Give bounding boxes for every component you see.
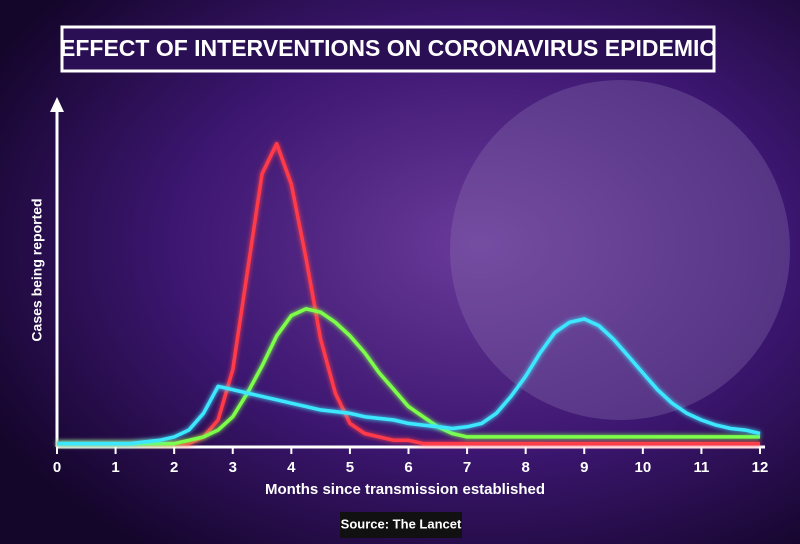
x-tick-label: 2 [170,459,178,476]
x-tick-label: 5 [346,459,354,476]
plot-area [57,141,761,446]
x-tick-label: 11 [693,459,709,476]
title-box [60,25,716,73]
line-series [57,307,760,446]
x-tick-label: 9 [580,459,588,476]
x-tick-label: 12 [752,459,769,476]
x-tick-label: 3 [229,459,237,476]
x-axis-label: Months since transmission established [265,481,545,498]
chart-title: EFFECT OF INTERVENTIONS ON CORONAVIRUS E… [60,35,716,61]
x-tick-label: 1 [111,459,119,476]
source-box [340,512,462,538]
y-axis-label: Cases being reported [29,198,45,341]
x-tick-label: 4 [287,459,296,476]
x-tick-label: 0 [53,459,61,476]
line-series [57,317,761,446]
source: Source: The Lancet [341,516,462,531]
x-tick-label: 8 [521,459,529,476]
x-tick-label: 7 [463,459,471,476]
globe [450,80,790,420]
y-axis-arrow [50,97,64,112]
x-tick-label: 6 [404,459,412,476]
x-tick-label: 10 [634,459,651,476]
